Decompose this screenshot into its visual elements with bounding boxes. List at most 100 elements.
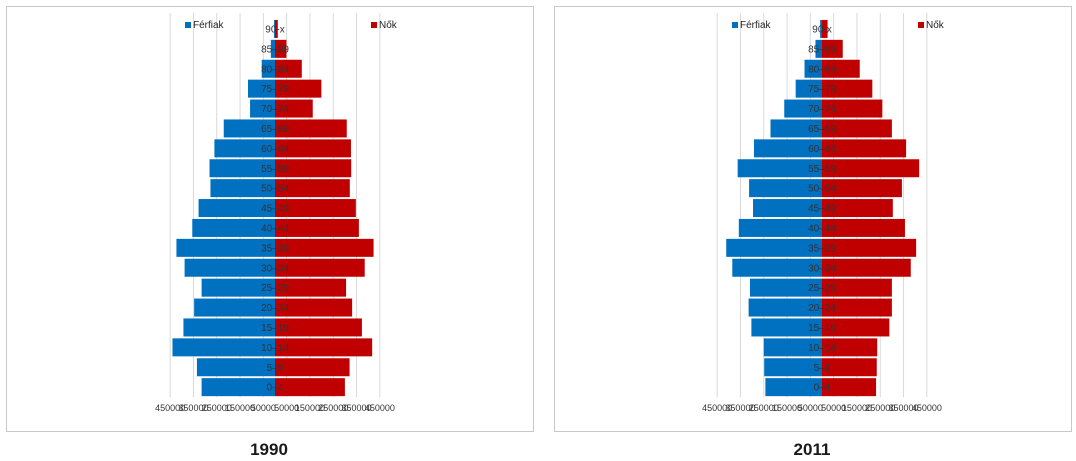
bar-female <box>275 378 345 397</box>
category-label: 70–74 <box>261 104 289 115</box>
bar-male <box>183 318 275 337</box>
bar-female <box>822 358 877 377</box>
x-tick-label: 50000 <box>798 403 823 413</box>
bar-male <box>753 139 822 158</box>
bar-male <box>749 179 822 198</box>
bar-female <box>275 39 287 58</box>
bar-male <box>784 99 822 118</box>
bar-female <box>275 19 278 38</box>
bar-male <box>184 258 275 277</box>
chart-panel-1990: 0–4 5–9 10–14 15–19 20–24 25–29 30–34 35–39 40–4… <box>6 6 534 432</box>
legend-swatch-male <box>185 22 191 28</box>
bar-male <box>250 99 275 118</box>
bar-male <box>201 378 275 397</box>
category-label: 85–89 <box>808 44 836 55</box>
bar-male <box>192 218 275 237</box>
category-label: 65–69 <box>808 124 836 135</box>
category-label: 20–24 <box>808 303 836 314</box>
legend-swatch-female <box>918 22 924 28</box>
bar-female <box>275 79 322 98</box>
bar-female <box>822 278 892 297</box>
x-tick-label: 450000 <box>365 403 395 413</box>
x-tick-label: 150000 <box>772 403 802 413</box>
bar-female <box>275 179 350 198</box>
bar-male <box>765 378 822 397</box>
category-label: 90-x <box>812 24 831 35</box>
bar-female <box>275 59 302 78</box>
x-tick-label: 250000 <box>202 403 232 413</box>
category-label: 55–59 <box>261 164 289 175</box>
bar-female <box>275 298 353 317</box>
bar-female <box>275 159 352 178</box>
bar-male <box>270 39 275 58</box>
bar-male <box>196 358 275 377</box>
bar-male <box>763 338 822 357</box>
x-tick-label: 150000 <box>842 403 872 413</box>
legend-label-male: Férfiak <box>740 20 772 31</box>
bar-female <box>275 338 373 357</box>
bar-male <box>210 179 275 198</box>
bar-male <box>172 338 275 357</box>
bar-female <box>275 218 359 237</box>
bar-male <box>247 79 275 98</box>
category-label: 25–29 <box>808 283 836 294</box>
bar-female <box>822 298 892 317</box>
bar-female <box>275 278 347 297</box>
x-tick-label: 250000 <box>318 403 348 413</box>
category-label: 0–4 <box>814 383 831 394</box>
bar-male <box>795 79 822 98</box>
x-tick-label: 150000 <box>225 403 255 413</box>
bar-female <box>822 199 893 218</box>
bar-female <box>822 179 902 198</box>
bar-female <box>275 139 351 158</box>
bar-female <box>822 378 877 397</box>
x-tick-label: 50000 <box>821 403 846 413</box>
bar-male <box>770 119 822 138</box>
category-label: 25–29 <box>261 283 289 294</box>
category-label: 5–9 <box>814 363 831 374</box>
bar-male <box>820 19 822 38</box>
category-label: 40–44 <box>261 223 289 234</box>
bar-male <box>751 318 822 337</box>
x-tick-label: 350000 <box>342 403 372 413</box>
bar-male <box>176 238 275 257</box>
x-tick-label: 350000 <box>889 403 919 413</box>
bar-female <box>822 338 878 357</box>
x-tick-label: 150000 <box>295 403 325 413</box>
category-label: 80–84 <box>261 64 289 75</box>
category-label: 10–14 <box>261 343 289 354</box>
bar-male <box>223 119 275 138</box>
legend-label-female: Nők <box>926 20 945 31</box>
x-tick-label: 50000 <box>251 403 276 413</box>
category-label: 75–79 <box>808 84 836 95</box>
bar-female <box>822 99 883 118</box>
category-label: 35–39 <box>261 243 289 254</box>
bar-male <box>804 59 822 78</box>
category-label: 15–19 <box>808 323 836 334</box>
bar-male <box>764 358 822 377</box>
category-label: 90-x <box>265 24 284 35</box>
x-tick-label: 250000 <box>865 403 895 413</box>
legend-label-male: Férfiak <box>193 20 225 31</box>
category-label: 20–24 <box>261 303 289 314</box>
bar-female <box>822 79 873 98</box>
x-tick-label: 350000 <box>178 403 208 413</box>
category-label: 15–19 <box>261 323 289 334</box>
bar-female <box>822 159 920 178</box>
bar-male <box>274 19 275 38</box>
chart-title-1990: 1990 <box>250 440 288 459</box>
category-label: 85–89 <box>261 44 289 55</box>
bar-male <box>726 238 822 257</box>
category-label: 70–74 <box>808 104 836 115</box>
bar-female <box>822 59 860 78</box>
pyramid-chart-2011: 0–4 5–9 10–14 15–19 20–24 25–29 30–34 35–39 40–4… <box>702 13 945 413</box>
category-label: 75–79 <box>261 84 289 95</box>
bar-male <box>209 159 275 178</box>
bar-female <box>822 218 905 237</box>
bar-female <box>275 238 374 257</box>
bar-male <box>737 159 822 178</box>
bar-female <box>275 258 365 277</box>
bar-male <box>753 199 822 218</box>
category-label: 65–69 <box>261 124 289 135</box>
bar-male <box>732 258 822 277</box>
